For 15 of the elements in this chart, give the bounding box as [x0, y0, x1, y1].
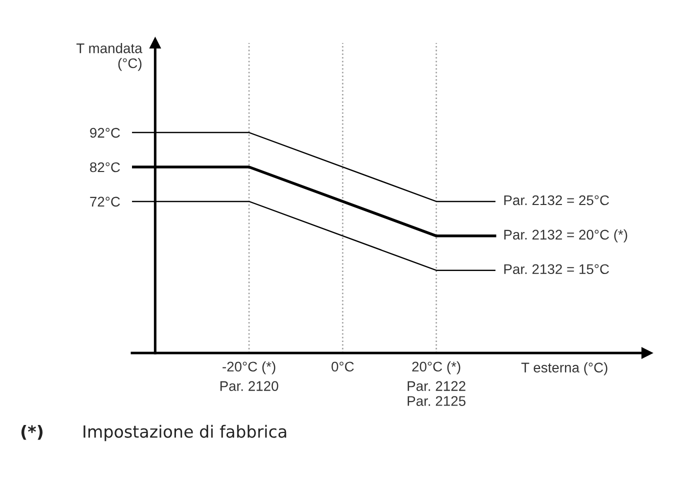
y-tick-label: 92°C [90, 128, 120, 138]
text: Impostazione di fabbrica [84, 424, 286, 442]
y-tick-label: 72°C [90, 196, 120, 207]
series-label: Par. 2132 = 25°C [504, 195, 609, 206]
series-label: Par. 2132 = 20°C (*) [504, 229, 628, 242]
text: Par. 2120 [220, 381, 278, 391]
text: Par. 2122 Par. 2125 [408, 381, 466, 406]
x-tick-label: 20°C (*) [412, 361, 460, 374]
text: (*) [21, 424, 43, 440]
y-tick-label: 82°C [90, 162, 120, 172]
x-tick-label: -20°C (*) [222, 361, 276, 374]
x-tick-label: 0°C [332, 362, 354, 372]
series-label: Par. 2132 = 15°C [504, 264, 609, 274]
x-axis-title: T esterna (°C) [521, 362, 608, 376]
y-axis-title: T mandata (°C) [76, 43, 142, 71]
